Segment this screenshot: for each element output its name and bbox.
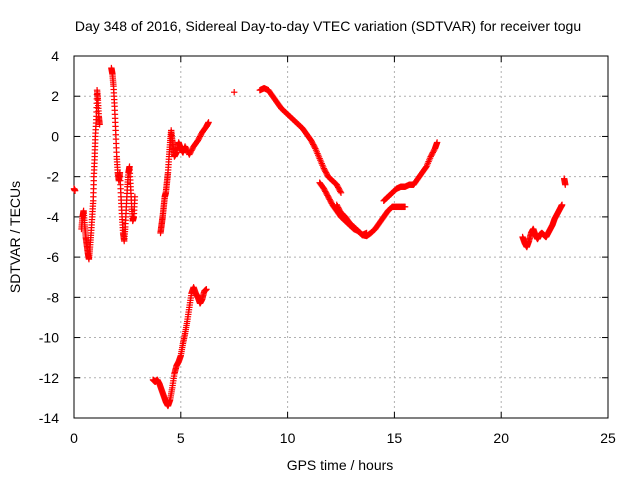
x-tick-label: 20 xyxy=(493,430,509,446)
y-tick-label: -4 xyxy=(47,209,60,225)
data-point xyxy=(96,121,103,128)
y-tick-label: 0 xyxy=(51,128,59,144)
data-point xyxy=(71,187,79,194)
x-tick-label: 25 xyxy=(600,430,616,446)
data-point xyxy=(203,286,210,293)
x-tick-label: 5 xyxy=(177,430,185,446)
x-tick-label: 15 xyxy=(387,430,403,446)
plot-frame xyxy=(73,55,609,419)
y-tick-labels: -14 -12 -10 -8 -6 -4 -2 0 2 4 xyxy=(39,48,59,426)
y-tick-label: -2 xyxy=(47,169,60,185)
data-point xyxy=(311,143,318,151)
y-tick-label: -8 xyxy=(47,289,60,305)
y-tick-label: -10 xyxy=(39,330,59,346)
data-point xyxy=(401,203,409,211)
data-point xyxy=(231,89,238,96)
y-tick-label: 4 xyxy=(51,48,59,64)
data-point xyxy=(337,189,345,196)
data-point xyxy=(363,229,370,237)
data-point xyxy=(131,193,139,200)
data-point xyxy=(205,119,212,126)
data-point xyxy=(562,181,569,188)
x-tick-label: 10 xyxy=(280,430,296,446)
x-axis-label: GPS time / hours xyxy=(287,457,394,473)
x-tick-label: 0 xyxy=(70,430,78,446)
y-tick-label: -12 xyxy=(39,370,59,386)
data-point xyxy=(337,188,344,195)
data-points xyxy=(70,64,569,410)
y-tick-label: -6 xyxy=(47,249,60,265)
y-axis-label: SDTVAR / TECUs xyxy=(7,181,23,293)
data-point xyxy=(558,201,566,209)
chart-title: Day 348 of 2016, Sidereal Day-to-day VTE… xyxy=(75,18,581,34)
y-tick-label: 2 xyxy=(51,88,59,104)
axis-ticks xyxy=(73,55,609,419)
plot-area xyxy=(73,55,609,419)
data-point xyxy=(433,139,441,146)
y-tick-label: -14 xyxy=(39,410,59,426)
x-tick-labels: 0 5 10 15 20 25 xyxy=(70,430,616,446)
